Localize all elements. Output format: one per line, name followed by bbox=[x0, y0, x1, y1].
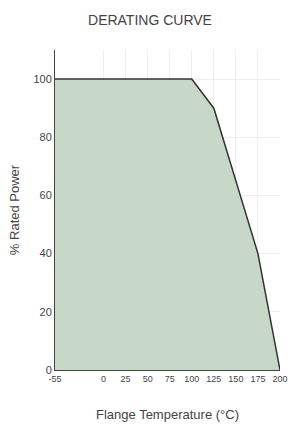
svg-text:% Rated Power: % Rated Power bbox=[7, 164, 22, 255]
svg-text:0: 0 bbox=[46, 364, 52, 376]
svg-text:-55: -55 bbox=[48, 374, 61, 384]
svg-text:40: 40 bbox=[40, 247, 52, 259]
svg-text:175: 175 bbox=[250, 374, 265, 384]
svg-text:100: 100 bbox=[184, 374, 199, 384]
svg-text:80: 80 bbox=[40, 131, 52, 143]
svg-text:50: 50 bbox=[143, 374, 153, 384]
svg-text:0: 0 bbox=[101, 374, 106, 384]
svg-text:100: 100 bbox=[33, 73, 51, 85]
svg-text:125: 125 bbox=[206, 374, 221, 384]
svg-text:20: 20 bbox=[40, 306, 52, 318]
svg-text:200: 200 bbox=[272, 374, 287, 384]
svg-text:Flange Temperature (°C): Flange Temperature (°C) bbox=[96, 407, 239, 422]
svg-text:DERATING CURVE: DERATING CURVE bbox=[88, 12, 212, 28]
svg-text:60: 60 bbox=[40, 189, 52, 201]
svg-text:75: 75 bbox=[165, 374, 175, 384]
svg-text:150: 150 bbox=[228, 374, 243, 384]
svg-text:25: 25 bbox=[121, 374, 131, 384]
